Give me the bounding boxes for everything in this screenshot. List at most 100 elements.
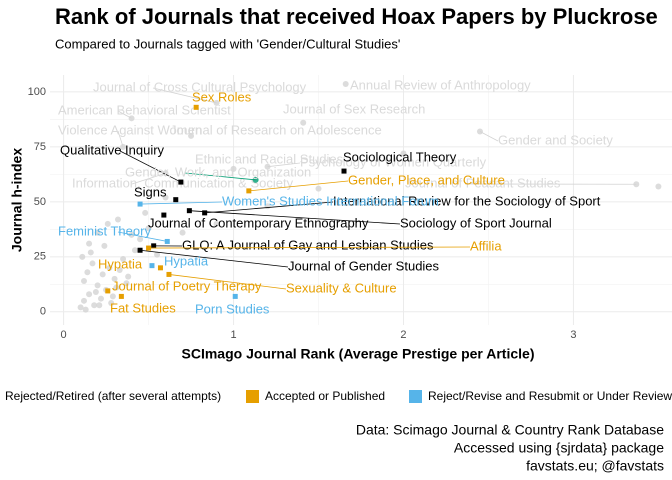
point — [202, 210, 208, 216]
point-label: International Review for the Sociology o… — [333, 193, 601, 208]
point — [179, 229, 186, 236]
point-label: Fat Studies — [110, 300, 176, 315]
point — [77, 304, 84, 311]
point-label: Sexuality & Culture — [286, 280, 397, 295]
point — [108, 300, 115, 307]
point-label: Signs — [134, 184, 167, 199]
point — [137, 201, 143, 207]
point — [92, 289, 99, 296]
point — [232, 293, 238, 299]
point — [246, 188, 252, 194]
leader-line — [267, 162, 301, 168]
point — [120, 143, 127, 150]
grey-label: American Behavioral Scientist — [58, 102, 231, 117]
point — [94, 282, 101, 289]
x-axis-title: SCImago Journal Rank (Average Prestige p… — [182, 346, 535, 362]
caption: Data: Scimago Journal & Country Rank Dat… — [356, 422, 664, 438]
point — [80, 278, 87, 285]
point-label: Feminist Theory — [58, 223, 151, 238]
point — [87, 249, 94, 256]
point — [118, 293, 124, 299]
point — [146, 245, 152, 251]
y-tick-label: 100 — [28, 86, 46, 98]
point — [111, 275, 118, 282]
point — [91, 302, 98, 309]
point — [123, 280, 130, 287]
point — [315, 185, 322, 192]
point — [114, 216, 121, 223]
grey-label: Psychology of Women Quarterly — [300, 154, 487, 169]
point — [86, 240, 93, 247]
grey-label: Annual Review of Anthropology — [350, 77, 531, 92]
leader-line — [189, 210, 401, 225]
grey-label: Gender and Society — [498, 132, 613, 147]
point — [655, 183, 662, 190]
x-tick-label: 1 — [230, 329, 236, 341]
grey-label: Gender, Work, and Organization — [125, 164, 311, 179]
point-label: Sex Roles — [192, 89, 252, 104]
point — [252, 176, 259, 183]
point-label: Journal of Poetry Therapy — [112, 278, 262, 293]
point-label: Journal of Contemporary Ethnography — [148, 215, 369, 230]
point — [79, 253, 86, 260]
point-label: Sociology of Sport Journal — [400, 215, 552, 230]
point — [161, 212, 167, 218]
point — [97, 295, 104, 302]
point — [154, 251, 161, 258]
leader-line — [140, 249, 289, 268]
point — [109, 293, 116, 300]
grey-label: Journal of Sex Research — [283, 101, 425, 116]
point — [162, 194, 169, 201]
point — [633, 181, 640, 188]
legend-label: Reject/Revise and Resubmit or Under Revi… — [428, 389, 672, 403]
point — [188, 132, 195, 139]
point — [400, 150, 407, 157]
point — [164, 238, 170, 244]
point — [137, 247, 143, 253]
point — [104, 220, 111, 227]
point — [113, 284, 120, 291]
point — [213, 99, 220, 106]
point — [300, 119, 307, 126]
point-label: Sociological Theory — [343, 149, 457, 164]
leader-line — [184, 172, 256, 181]
point-label: Qualitative Inquiry — [60, 142, 165, 157]
point-label: Porn Studies — [195, 301, 270, 316]
point — [120, 256, 127, 263]
y-axis-title: Journal h-index — [9, 148, 25, 252]
point — [342, 81, 349, 88]
y-tick-label: 50 — [34, 196, 46, 208]
point — [105, 288, 111, 294]
leader-line — [117, 231, 168, 242]
point — [137, 236, 144, 243]
y-tick-label: 0 — [40, 306, 46, 318]
legend-label: Accepted or Published — [265, 389, 385, 403]
y-tick-label: 75 — [34, 141, 46, 153]
grey-label: Violence Against Women — [58, 122, 202, 137]
point — [125, 273, 132, 280]
leader-line — [479, 131, 499, 142]
chart-title: Rank of Journals that received Hoax Pape… — [55, 4, 658, 29]
caption: Accessed using {sjrdata} package — [454, 440, 664, 456]
point — [264, 163, 271, 170]
legend-key — [246, 390, 259, 403]
leader-line — [248, 180, 349, 192]
point — [128, 115, 135, 122]
point — [106, 264, 113, 271]
point — [116, 267, 123, 274]
leader-line — [131, 172, 166, 185]
grey-label: Journal of Cross Cultural Psychology — [93, 79, 307, 94]
point-label: Hypatia — [164, 253, 209, 268]
grey-label: Journal of Research on Adolescence — [170, 122, 382, 137]
point — [166, 271, 172, 277]
x-tick-label: 0 — [61, 329, 67, 341]
point — [86, 291, 93, 298]
y-tick-label: 25 — [34, 251, 46, 263]
point — [341, 168, 347, 174]
leader-line — [152, 87, 217, 104]
point — [230, 165, 237, 172]
point-label: Affilia — [470, 238, 502, 253]
point — [178, 179, 184, 185]
point — [186, 208, 192, 214]
